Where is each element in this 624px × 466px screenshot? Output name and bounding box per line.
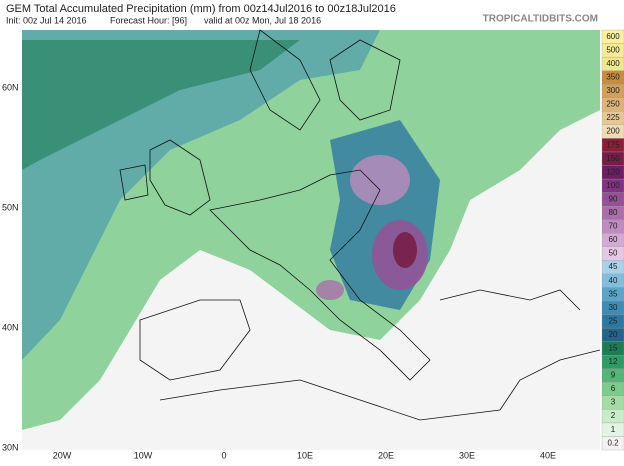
- colorbar-label: 50: [609, 249, 618, 258]
- colorbar-label: 400: [606, 59, 620, 68]
- colorbar-label: 175: [606, 140, 620, 149]
- colorbar-label: 600: [606, 32, 620, 41]
- colorbar-label: 200: [606, 127, 620, 136]
- map: [22, 29, 601, 450]
- colorbar-label: 35: [609, 289, 618, 298]
- lat-label: 50N: [2, 202, 19, 212]
- colorbar-label: 2: [611, 411, 616, 420]
- colorbar-label: 0.2: [607, 438, 619, 447]
- colorbar-label: 120: [606, 167, 620, 176]
- forecast-hour: Forecast Hour: [96]: [110, 15, 187, 25]
- colorbar-label: 70: [609, 222, 618, 231]
- lon-label: 10W: [134, 450, 153, 460]
- valid-time: valid at 00z Mon, Jul 18 2016: [204, 15, 321, 25]
- colorbar-label: 90: [609, 194, 618, 203]
- lon-label: 10E: [297, 450, 313, 460]
- site: TROPICALTIDBITS.COM: [483, 14, 598, 25]
- colorbar-label: 6: [611, 384, 616, 393]
- colorbar-label: 9: [611, 371, 616, 380]
- colorbar-label: 225: [606, 113, 620, 122]
- colorbar-label: 12: [609, 357, 618, 366]
- colorbar-label: 30: [609, 303, 618, 312]
- lat-label: 60N: [2, 82, 19, 92]
- colorbar-label: 300: [606, 86, 620, 95]
- colorbar-label: 60: [609, 235, 618, 244]
- colorbar: 0.21236912152025303540455060708090100120…: [601, 29, 624, 451]
- colorbar-label: 45: [609, 262, 618, 271]
- lon-label: 20E: [378, 450, 394, 460]
- lon-label: 30E: [459, 450, 475, 460]
- colorbar-swatch: [601, 29, 624, 44]
- colorbar-label: 3: [611, 398, 616, 407]
- lon-label: 40E: [540, 450, 556, 460]
- colorbar-label: 25: [609, 316, 618, 325]
- init: Init: 00z Jul 14 2016: [6, 15, 87, 25]
- colorbar-label: 40: [609, 276, 618, 285]
- colorbar-label: 80: [609, 208, 618, 217]
- colorbar-label: 20: [609, 330, 618, 339]
- lat-label: 30N: [2, 442, 19, 452]
- lon-label: 0: [221, 450, 226, 460]
- colorbar-label: 150: [606, 154, 620, 163]
- colorbar-label: 250: [606, 100, 620, 109]
- colorbar-label: 15: [609, 343, 618, 352]
- colorbar-label: 350: [606, 73, 620, 82]
- lon-label: 20W: [53, 450, 72, 460]
- colorbar-label: 500: [606, 45, 620, 54]
- map-labels: 60N 50N 40N 30N 20W 10W 0 10E 20E 30E 40E: [2, 82, 556, 460]
- colorbar-label: 100: [606, 181, 620, 190]
- lat-label: 40N: [2, 322, 19, 332]
- title: GEM Total Accumulated Precipitation (mm)…: [6, 3, 396, 15]
- colorbar-label: 1: [611, 425, 616, 434]
